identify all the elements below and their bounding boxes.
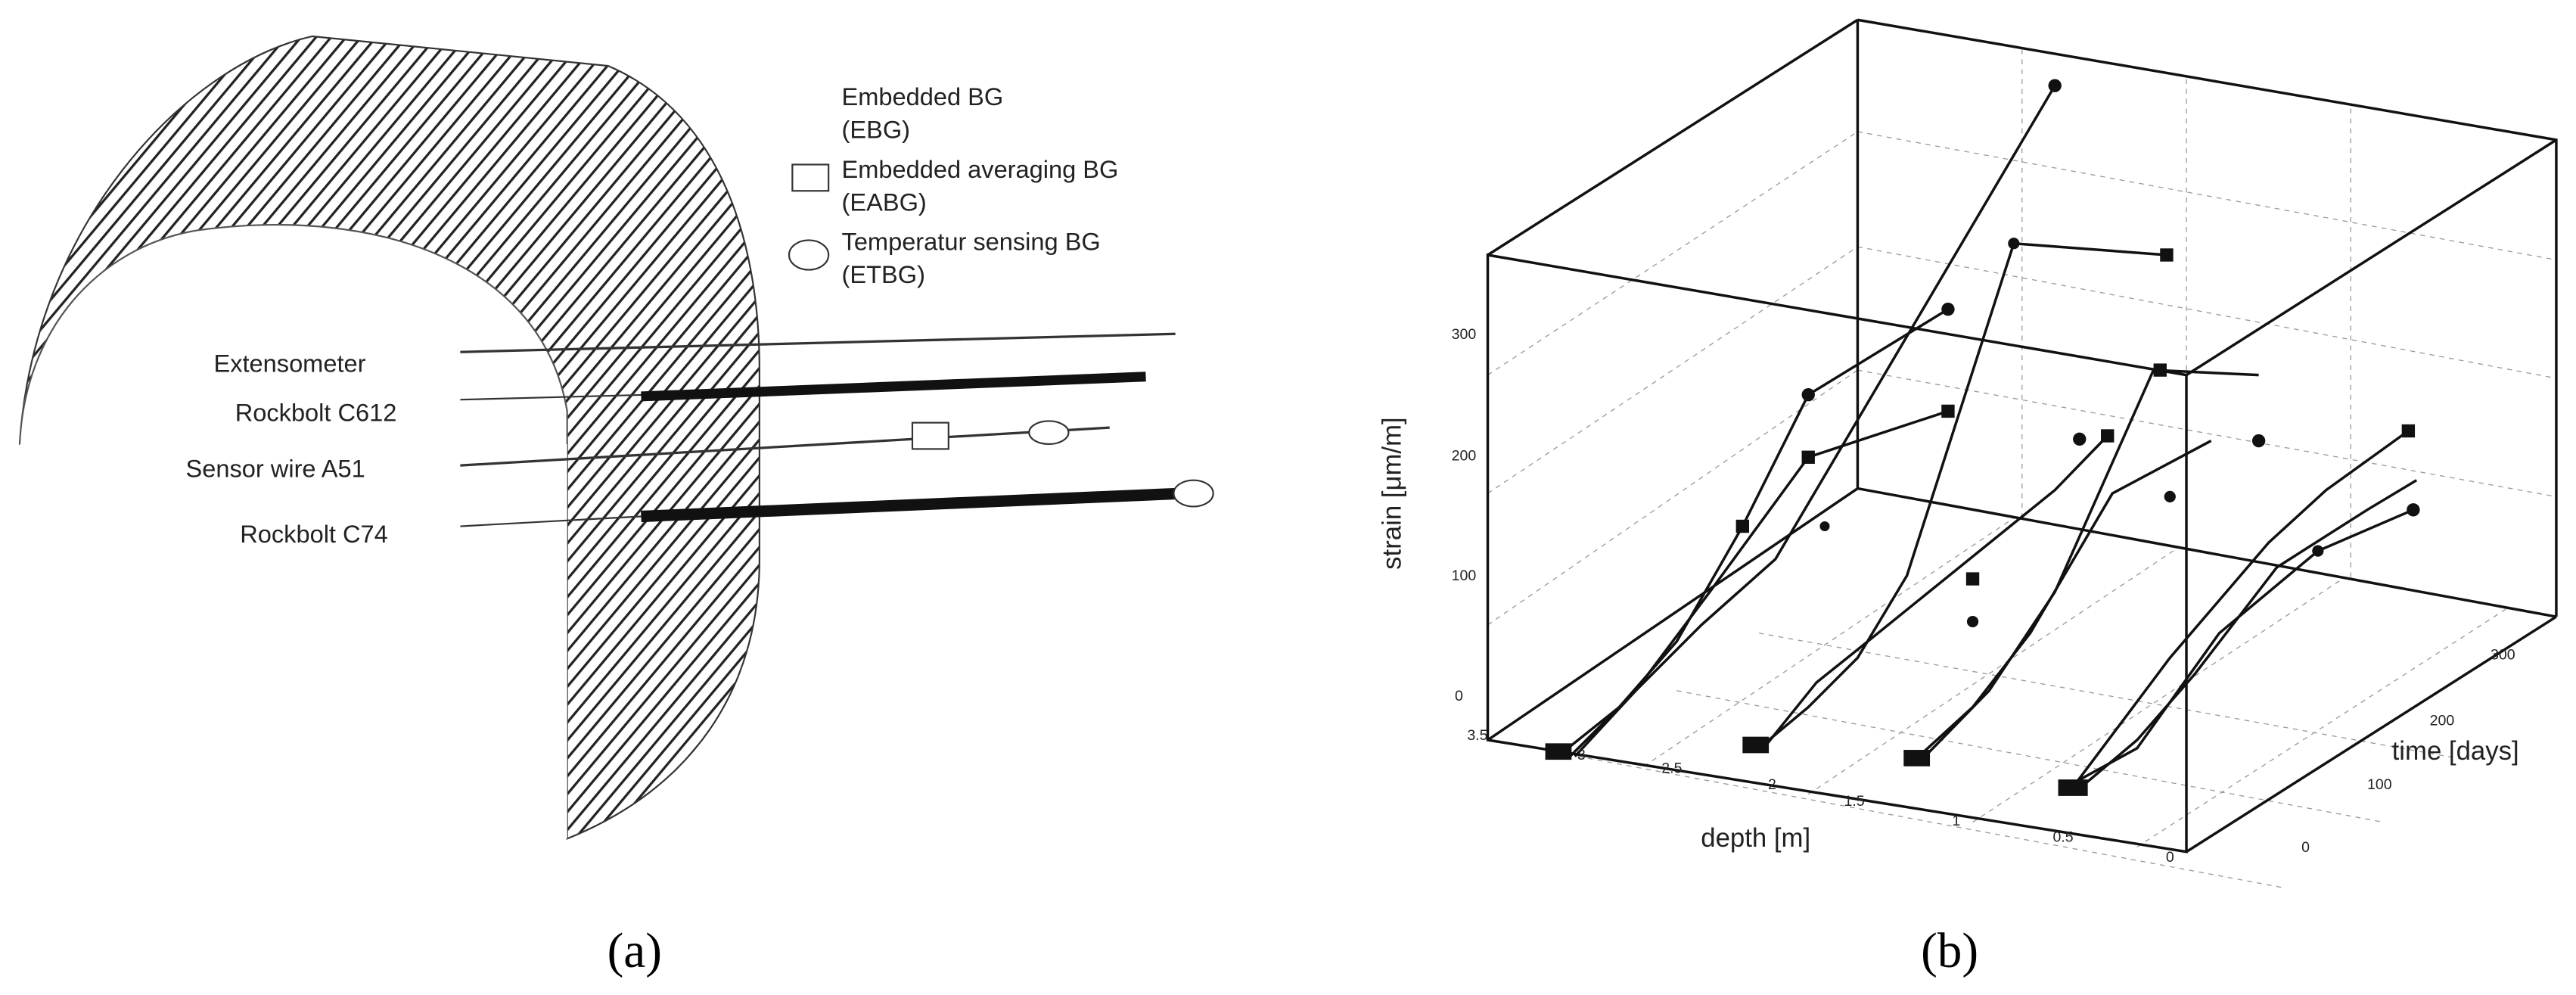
instrument-label: Extensometer [213, 349, 365, 377]
strain-tick: 300 [1452, 326, 1477, 343]
legend-text: Embedded averaging BG [842, 155, 1119, 183]
instrument-label: Sensor wire A51 [186, 454, 365, 482]
strain-tick: 100 [1452, 567, 1477, 584]
strain-tick: 0 [1455, 688, 1463, 704]
depth-tick: 3.5 [1467, 727, 1487, 744]
time-tick: 0 [2301, 839, 2310, 856]
depth-tick: 2.5 [1661, 760, 1682, 776]
legend-text: (ETBG) [842, 260, 925, 288]
y-axis-title: strain [μm/m] [1378, 417, 1406, 570]
plot-box [1486, 18, 2558, 889]
data-lines [1545, 79, 2420, 796]
legend-text: (EBG) [842, 116, 911, 144]
legend-text: Temperatur sensing BG [842, 227, 1101, 255]
legend-text: (EABG) [842, 188, 927, 216]
caption: (b) [1921, 924, 1978, 978]
z-axis-title: time [days] [2392, 737, 2519, 766]
depth-tick: 0.5 [2052, 829, 2073, 846]
depth-tick: 0 [2166, 849, 2174, 866]
instrument-label: Rockbolt C74 [240, 520, 388, 548]
time-tick: 200 [2430, 712, 2455, 729]
depth-tick: 1 [1952, 813, 1960, 829]
caption: (a) [607, 924, 662, 978]
depth-tick: 1.5 [1844, 793, 1864, 810]
time-tick: 100 [2367, 776, 2392, 793]
strain-tick: 200 [1452, 448, 1477, 465]
x-axis-title: depth [m] [1701, 824, 1810, 853]
time-tick: 300 [2491, 647, 2515, 664]
depth-tick: 2 [1768, 776, 1776, 793]
tunnel-diagram [18, 35, 1214, 840]
instrument-label: Rockbolt C612 [235, 398, 397, 426]
legend-text: Embedded BG [842, 82, 1004, 110]
depth-tick: 3 [1577, 747, 1586, 763]
